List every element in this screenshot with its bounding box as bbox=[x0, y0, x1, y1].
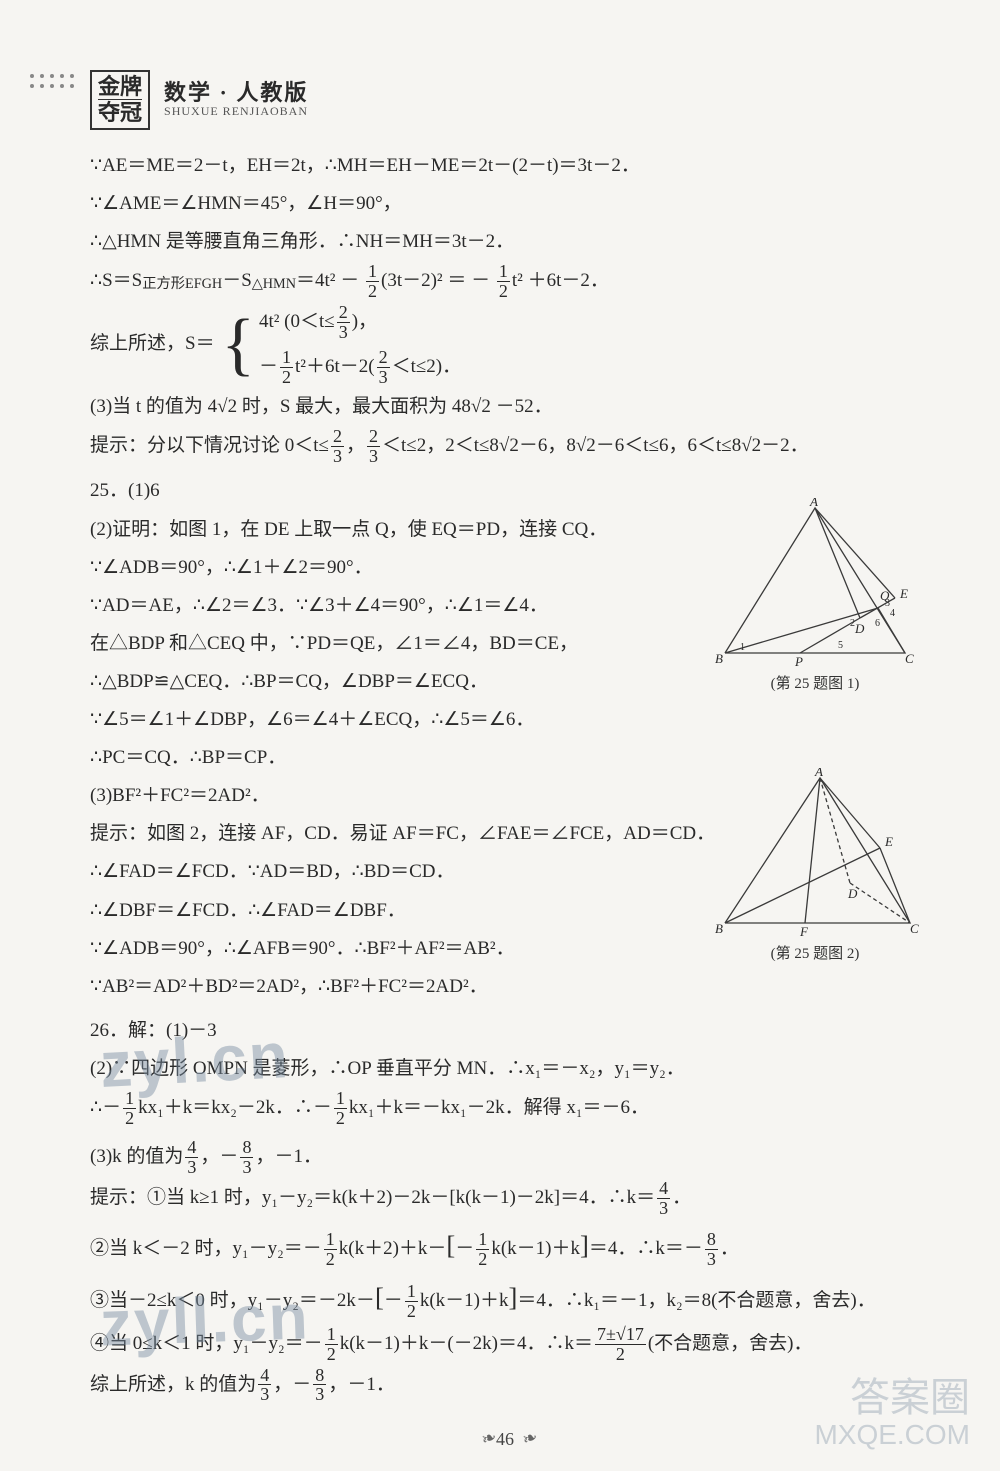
figure-25-1-caption: (第 25 题图 1) bbox=[710, 670, 920, 699]
figure-25-1: A B C D E P Q 1 2 3 4 5 6 (第 25 题图 1) bbox=[710, 498, 920, 699]
text-line: 提示：①当 k≥1 时，y₁－y₂＝k(k＋2)－2k－[k(k－1)－2k]＝… bbox=[90, 1179, 920, 1218]
text-line: ④当 0≤k＜1 时，y₁－y₂＝－12k(k－1)＋k－(－2k)＝4．∴k＝… bbox=[90, 1325, 920, 1364]
fig2-label-F: F bbox=[799, 924, 809, 938]
subject-pinyin: SHUXUE RENJIAOBAN bbox=[164, 105, 308, 118]
svg-text:6: 6 bbox=[875, 618, 880, 629]
figure-25-2-caption: (第 25 题图 2) bbox=[710, 940, 920, 969]
figure-25-2-svg: A B C D E F bbox=[710, 768, 920, 938]
question-26: 26．解：(1)－3 bbox=[90, 1013, 920, 1049]
brace-icon: { bbox=[221, 310, 255, 380]
fig2-label-E: E bbox=[884, 834, 893, 849]
piecewise-line: 综上所述，S＝ { 4t² (0＜t≤23)， －12t²＋6t－2(23＜t≤… bbox=[90, 303, 920, 387]
figure-25-1-svg: A B C D E P Q 1 2 3 4 5 6 bbox=[710, 498, 920, 668]
subject-title: 数学 · 人教版 bbox=[164, 81, 308, 105]
text-line: 提示：分以下情况讨论 0＜t≤23，23＜t≤2，2＜t≤8√2－6，8√2－6… bbox=[90, 427, 920, 466]
svg-text:4: 4 bbox=[890, 608, 895, 619]
fig1-label-E: E bbox=[899, 586, 908, 601]
content-body: A B C D E P Q 1 2 3 4 5 6 (第 25 题图 1) bbox=[90, 148, 920, 1457]
text-line: ∵AE＝ME＝2－t，EH＝2t，∴MH＝EH－ME＝2t－(2－t)＝3t－2… bbox=[90, 148, 920, 184]
text-line: ∵AB²＝AD²＋BD²＝2AD²，∴BF²＋FC²＝2AD²． bbox=[90, 969, 920, 1005]
svg-text:2: 2 bbox=[850, 618, 855, 629]
svg-text:5: 5 bbox=[838, 640, 843, 651]
page: 金牌 夺冠 数学 · 人教版 SHUXUE RENJIAOBAN bbox=[0, 0, 1000, 1471]
text-line: (3)k 的值为43，－83，－1． bbox=[90, 1138, 920, 1177]
text-line: ∴S＝S正方形EFGH－S△HMN＝4t² － 12(3t－2)² ＝ － 12… bbox=[90, 262, 920, 301]
fig2-label-D: D bbox=[847, 886, 858, 901]
text-line: ②当 k＜－2 时，y₁－y₂＝－12k(k＋2)＋k－[－12k(k－1)＋k… bbox=[90, 1220, 920, 1271]
fig1-label-C: C bbox=[905, 651, 914, 666]
series-logo: 金牌 夺冠 bbox=[90, 70, 150, 130]
text-line: (3)当 t 的值为 4√2 时，S 最大，最大面积为 48√2 －52． bbox=[90, 389, 920, 425]
text-line: ∴－12kx₁＋k＝kx₂－2k．∴－12kx₁＋k＝－kx₁－2k．解得 x₁… bbox=[90, 1089, 920, 1128]
text-line: 综上所述，k 的值为43，－83，－1． bbox=[90, 1366, 920, 1405]
svg-text:1: 1 bbox=[740, 642, 745, 653]
header-title: 数学 · 人教版 SHUXUE RENJIAOBAN bbox=[164, 81, 308, 118]
fig1-label-D: D bbox=[854, 621, 865, 636]
fig1-label-B: B bbox=[715, 651, 723, 666]
fig2-label-B: B bbox=[715, 921, 723, 936]
text-line: ∴△HMN 是等腰直角三角形．∴NH＝MH＝3t－2． bbox=[90, 224, 920, 260]
text-line: ∵∠AME＝∠HMN＝45°，∠H＝90°， bbox=[90, 186, 920, 222]
text-line: (2)∵四边形 OMPN 是菱形，∴OP 垂直平分 MN．∴x₁＝－x₂，y₁＝… bbox=[90, 1051, 920, 1087]
leaf-icon: ❧ bbox=[517, 1420, 535, 1438]
fig1-label-P: P bbox=[794, 654, 803, 668]
figure-25-2: A B C D E F (第 25 题图 2) bbox=[710, 768, 920, 969]
leaf-icon: ❧ bbox=[476, 1420, 494, 1438]
page-number: 46 bbox=[496, 1429, 514, 1449]
fig2-label-A: A bbox=[814, 768, 823, 779]
fig2-label-C: C bbox=[910, 921, 919, 936]
fig1-label-A: A bbox=[809, 498, 818, 509]
logo-line1: 金牌 bbox=[98, 74, 142, 99]
decorative-dots bbox=[30, 74, 76, 90]
text-line: ③当－2≤k＜0 时，y₁－y₂＝－2k－[－12k(k－1)＋k]＝4．∴k₁… bbox=[90, 1272, 920, 1323]
page-header: 金牌 夺冠 数学 · 人教版 SHUXUE RENJIAOBAN bbox=[90, 70, 920, 130]
text-line: ∵∠5＝∠1＋∠DBP，∠6＝∠4＋∠ECQ，∴∠5＝∠6． bbox=[90, 702, 920, 738]
page-number-row: ❧ 46 ❧ bbox=[90, 1422, 920, 1456]
logo-line2: 夺冠 bbox=[98, 99, 142, 125]
